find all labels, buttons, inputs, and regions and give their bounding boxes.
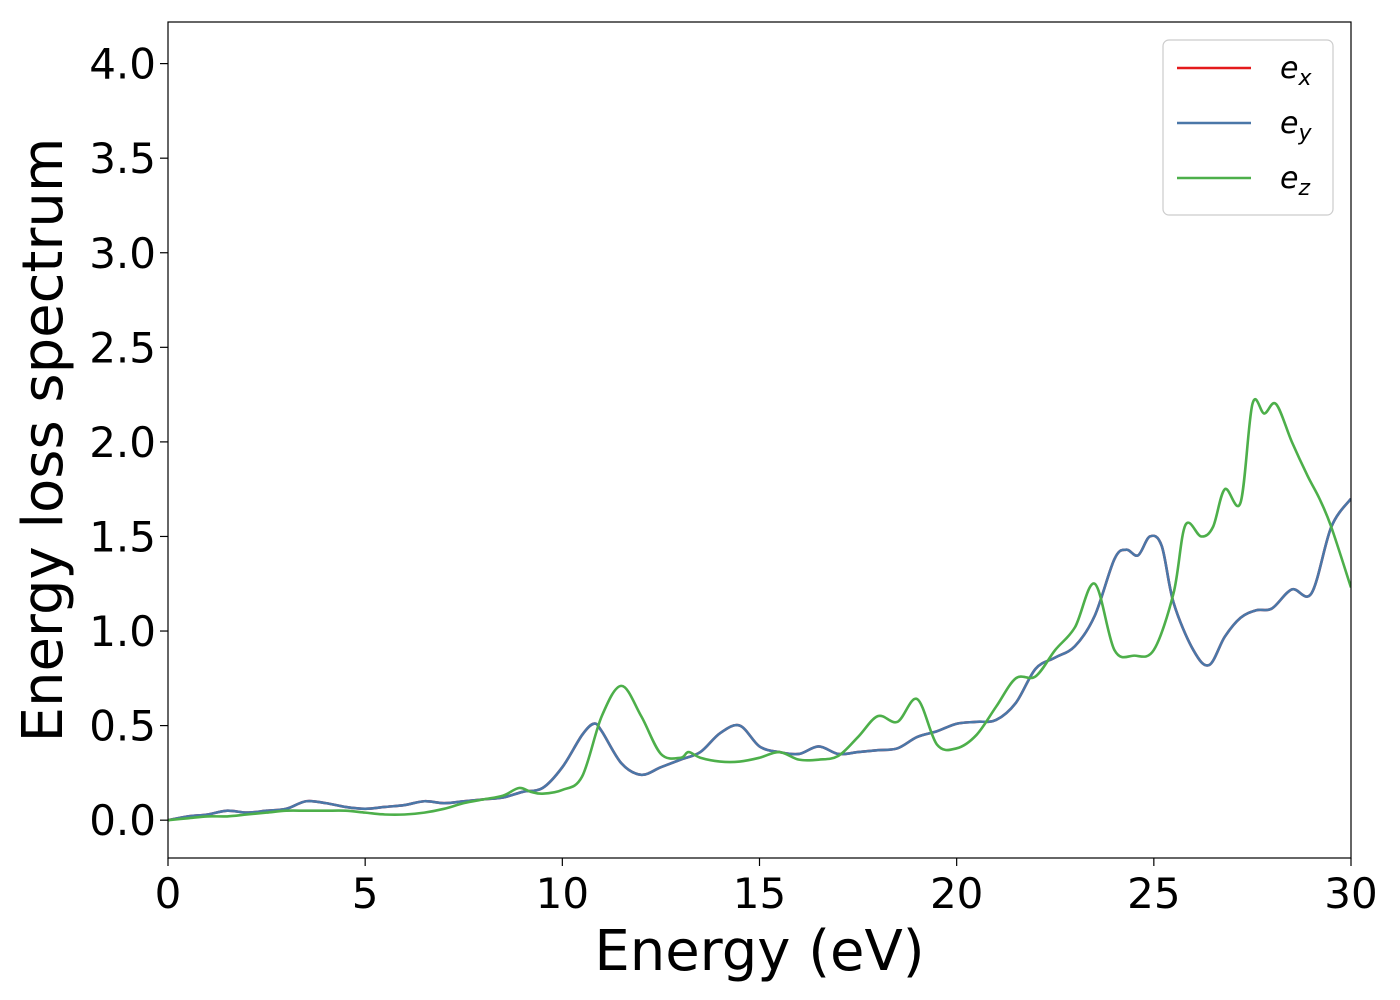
y-tick-label: 0.5 <box>89 702 156 751</box>
y-tick-label: 3.0 <box>89 229 156 278</box>
y-tick-label: 0.0 <box>89 796 156 845</box>
legend-box <box>1162 39 1334 216</box>
y-tick-label: 1.0 <box>89 607 156 656</box>
x-tick-label: 10 <box>536 869 589 918</box>
legend-label-z: ez <box>1280 161 1310 201</box>
series-line-z <box>168 397 1351 822</box>
y-axis-title: Energy loss spectrum <box>11 138 76 743</box>
legend-label-x: ex <box>1280 51 1312 91</box>
y-tick-label: 2.0 <box>89 418 156 467</box>
y-axis-ticks: 0.0 0.5 1.0 1.5 2.0 2.5 3.0 3.5 4.0 <box>89 40 168 845</box>
plot-area <box>168 22 1351 858</box>
legend-label-base: e <box>1280 51 1298 86</box>
x-tick-label: 0 <box>155 869 182 918</box>
x-axis-ticks: 0 5 10 15 20 25 30 <box>155 858 1378 918</box>
x-tick-label: 5 <box>352 869 379 918</box>
y-tick-label: 1.5 <box>89 512 156 561</box>
x-tick-label: 15 <box>733 869 786 918</box>
legend-label-subscript: y <box>1297 121 1312 146</box>
y-tick-label: 3.5 <box>89 134 156 183</box>
x-tick-label: 30 <box>1324 869 1377 918</box>
legend-label-base: e <box>1280 161 1298 196</box>
legend-label-y: ey <box>1280 106 1312 146</box>
legend-label-subscript: x <box>1297 66 1312 91</box>
series-layer <box>168 397 1351 822</box>
y-tick-label: 2.5 <box>89 323 156 372</box>
x-tick-label: 25 <box>1127 869 1180 918</box>
legend-label-base: e <box>1280 106 1298 141</box>
y-tick-label: 4.0 <box>89 40 156 89</box>
x-tick-label: 20 <box>930 869 983 918</box>
legend-label-subscript: z <box>1297 176 1310 201</box>
x-axis-title: Energy (eV) <box>594 919 924 984</box>
